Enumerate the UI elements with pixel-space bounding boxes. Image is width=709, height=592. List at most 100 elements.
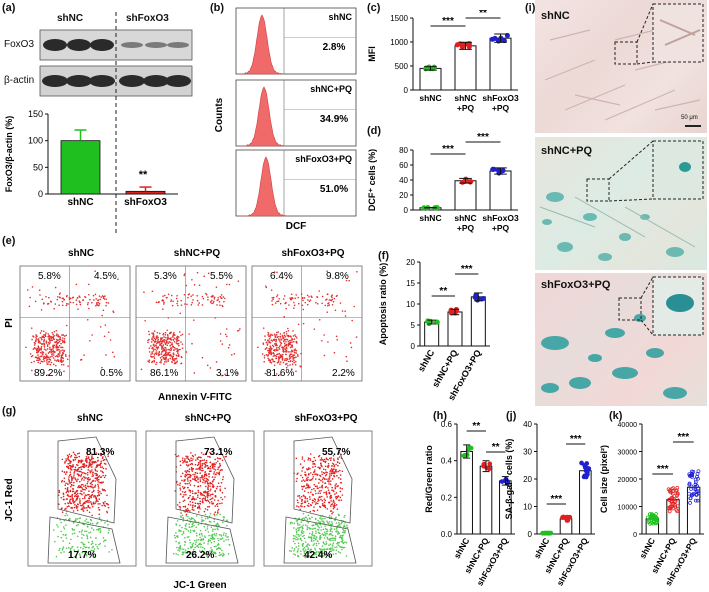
event-dot bbox=[190, 304, 193, 306]
event-dot bbox=[305, 549, 307, 551]
event-dot bbox=[301, 488, 304, 490]
event-dot bbox=[44, 334, 46, 337]
event-dot bbox=[209, 485, 211, 488]
event-dot bbox=[211, 302, 213, 305]
event-dot bbox=[58, 549, 60, 552]
event-dot bbox=[88, 494, 90, 496]
event-dot bbox=[107, 532, 110, 534]
event-dot bbox=[91, 522, 94, 525]
event-dot bbox=[68, 453, 71, 456]
chart-g: JC-1 RedshNC81.3%17.7%shNC+PQ73.1%26.2%s… bbox=[4, 413, 373, 591]
data-point bbox=[472, 294, 478, 300]
event-dot bbox=[102, 540, 105, 543]
data-point bbox=[649, 513, 654, 518]
event-dot bbox=[320, 464, 322, 466]
event-dot bbox=[83, 543, 86, 546]
event-dot bbox=[336, 530, 338, 533]
event-dot bbox=[82, 510, 85, 512]
event-dot bbox=[179, 545, 182, 547]
event-dot bbox=[220, 534, 222, 536]
event-dot bbox=[60, 521, 62, 524]
event-dot bbox=[285, 333, 288, 335]
event-dot bbox=[194, 478, 196, 480]
event-dot bbox=[45, 332, 47, 334]
event-dot bbox=[328, 304, 331, 306]
event-dot bbox=[100, 470, 102, 472]
event-dot bbox=[81, 486, 83, 489]
event-dot bbox=[273, 339, 275, 342]
event-dot bbox=[312, 509, 314, 512]
event-dot bbox=[198, 543, 201, 545]
event-dot bbox=[332, 505, 335, 507]
event-dot bbox=[294, 334, 296, 336]
y-tick-label: 0 bbox=[411, 342, 416, 351]
event-dot bbox=[297, 323, 300, 326]
event-dot bbox=[194, 479, 197, 482]
y-axis-label: FoxO3/β-actin (%) bbox=[4, 116, 14, 193]
event-dot bbox=[61, 511, 64, 514]
event-dot bbox=[143, 291, 145, 293]
event-dot bbox=[88, 499, 90, 502]
event-dot bbox=[80, 358, 83, 361]
event-dot bbox=[332, 458, 335, 460]
event-dot bbox=[184, 524, 187, 526]
event-dot bbox=[89, 298, 91, 301]
event-dot bbox=[180, 516, 183, 519]
event-dot bbox=[54, 540, 56, 543]
event-dot bbox=[73, 470, 76, 473]
data-point bbox=[481, 462, 487, 468]
event-dot bbox=[165, 351, 167, 353]
event-dot bbox=[192, 473, 194, 476]
event-dot bbox=[313, 535, 316, 537]
event-dot bbox=[169, 337, 171, 340]
event-dot bbox=[228, 283, 231, 286]
event-dot bbox=[321, 471, 323, 473]
event-dot bbox=[185, 493, 187, 496]
event-dot bbox=[144, 319, 146, 322]
event-dot bbox=[323, 554, 326, 557]
event-dot bbox=[198, 467, 201, 470]
event-dot bbox=[70, 476, 73, 478]
event-dot bbox=[175, 297, 178, 300]
event-dot bbox=[50, 361, 53, 364]
event-dot bbox=[163, 339, 166, 341]
event-dot bbox=[302, 524, 304, 526]
event-dot bbox=[206, 480, 208, 483]
event-dot bbox=[193, 284, 196, 286]
event-dot bbox=[52, 333, 54, 336]
event-dot bbox=[92, 529, 95, 531]
event-dot bbox=[104, 463, 107, 465]
event-dot bbox=[76, 492, 79, 495]
event-dot bbox=[204, 471, 207, 473]
event-dot bbox=[69, 456, 72, 458]
event-dot bbox=[313, 553, 315, 556]
event-dot bbox=[264, 348, 267, 350]
event-dot bbox=[176, 360, 178, 363]
event-dot bbox=[321, 302, 323, 305]
significance-label: *** bbox=[461, 264, 473, 275]
event-dot bbox=[294, 335, 297, 338]
event-dot bbox=[117, 278, 119, 280]
event-dot bbox=[97, 528, 100, 530]
event-dot bbox=[35, 336, 37, 339]
event-dot bbox=[202, 453, 205, 456]
event-dot bbox=[190, 469, 193, 471]
event-dot bbox=[332, 544, 334, 546]
event-dot bbox=[57, 334, 60, 337]
event-dot bbox=[176, 300, 179, 302]
event-dot bbox=[104, 474, 107, 477]
bar bbox=[60, 140, 101, 195]
event-dot bbox=[94, 472, 96, 475]
y-tick-label: 5 bbox=[411, 321, 416, 330]
event-dot bbox=[307, 521, 310, 524]
data-point bbox=[467, 445, 472, 450]
event-dot bbox=[197, 506, 199, 509]
data-point bbox=[669, 501, 674, 506]
event-dot bbox=[332, 454, 335, 457]
event-dot bbox=[204, 552, 207, 555]
event-dot bbox=[96, 456, 99, 459]
event-dot bbox=[194, 553, 197, 555]
event-dot bbox=[164, 336, 167, 339]
event-dot bbox=[78, 531, 81, 533]
event-dot bbox=[77, 524, 79, 526]
